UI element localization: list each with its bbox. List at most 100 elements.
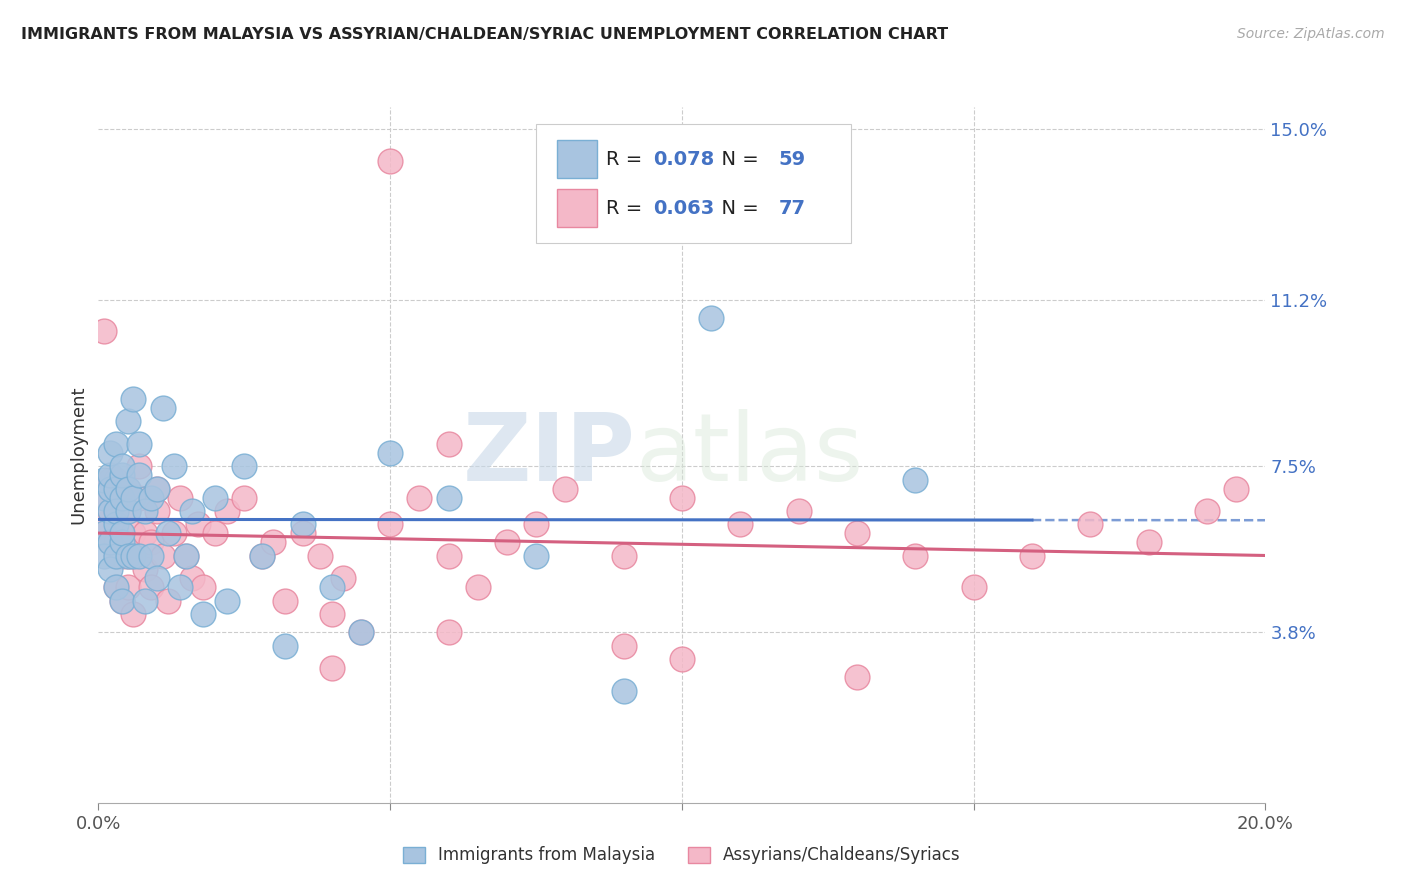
Point <box>122 491 145 505</box>
Point <box>215 594 238 608</box>
Point <box>111 526 134 541</box>
Text: ZIP: ZIP <box>463 409 636 501</box>
Point <box>437 436 460 450</box>
Point <box>111 491 134 505</box>
Point <box>111 459 134 474</box>
Point <box>139 580 162 594</box>
Point <box>98 535 121 549</box>
Point <box>846 526 869 541</box>
Text: R =: R = <box>606 150 648 169</box>
Text: R =: R = <box>606 199 648 218</box>
Point <box>98 562 121 576</box>
Point <box>1195 504 1218 518</box>
Point <box>250 549 273 563</box>
Point <box>104 549 127 563</box>
Point <box>612 683 634 698</box>
Point <box>139 491 162 505</box>
Point <box>128 549 150 563</box>
Point <box>904 473 927 487</box>
Point <box>122 549 145 563</box>
Point <box>98 535 121 549</box>
Point <box>93 526 115 541</box>
Point <box>321 607 343 622</box>
Point <box>904 549 927 563</box>
Point <box>117 482 139 496</box>
Point <box>128 549 150 563</box>
Point <box>104 473 127 487</box>
Point <box>117 482 139 496</box>
Point <box>233 491 256 505</box>
Point <box>612 549 634 563</box>
Point <box>139 535 162 549</box>
Point <box>122 392 145 406</box>
Point <box>524 549 547 563</box>
Point <box>98 504 121 518</box>
Point <box>104 504 127 518</box>
Point <box>111 594 134 608</box>
Point <box>204 526 226 541</box>
Text: 0.063: 0.063 <box>652 199 714 218</box>
Point <box>139 549 162 563</box>
Point <box>146 482 169 496</box>
Point <box>128 459 150 474</box>
Point <box>350 625 373 640</box>
Point <box>437 625 460 640</box>
FancyBboxPatch shape <box>557 140 596 178</box>
Point <box>111 491 134 505</box>
Point <box>111 526 134 541</box>
Point <box>437 549 460 563</box>
Point <box>128 468 150 483</box>
Point <box>152 401 174 415</box>
Point <box>437 491 460 505</box>
Point <box>309 549 332 563</box>
Point <box>1021 549 1043 563</box>
Point <box>233 459 256 474</box>
Text: IMMIGRANTS FROM MALAYSIA VS ASSYRIAN/CHALDEAN/SYRIAC UNEMPLOYMENT CORRELATION CH: IMMIGRANTS FROM MALAYSIA VS ASSYRIAN/CHA… <box>21 27 948 42</box>
Legend: Immigrants from Malaysia, Assyrians/Chaldeans/Syriacs: Immigrants from Malaysia, Assyrians/Chal… <box>396 839 967 871</box>
Point <box>98 468 121 483</box>
Point <box>332 571 354 585</box>
Point <box>193 580 215 594</box>
Point <box>128 491 150 505</box>
Point <box>157 594 180 608</box>
Point <box>98 482 121 496</box>
Point <box>1225 482 1247 496</box>
Point <box>787 504 810 518</box>
Point <box>291 526 314 541</box>
Point <box>204 491 226 505</box>
Point <box>122 526 145 541</box>
Text: 77: 77 <box>779 199 806 218</box>
Point <box>524 517 547 532</box>
Point <box>1137 535 1160 549</box>
Point <box>117 504 139 518</box>
Point <box>93 491 115 505</box>
Point <box>104 436 127 450</box>
Point <box>157 526 180 541</box>
Point <box>180 504 202 518</box>
FancyBboxPatch shape <box>557 189 596 227</box>
Point <box>291 517 314 532</box>
Point <box>104 504 127 518</box>
Y-axis label: Unemployment: Unemployment <box>69 385 87 524</box>
Point <box>408 491 430 505</box>
Point <box>671 491 693 505</box>
Point <box>122 607 145 622</box>
Point <box>111 535 134 549</box>
Point <box>93 549 115 563</box>
Point <box>104 580 127 594</box>
Point <box>169 580 191 594</box>
Point <box>1080 517 1102 532</box>
Point <box>128 436 150 450</box>
Point <box>98 482 121 496</box>
FancyBboxPatch shape <box>536 124 851 243</box>
Text: atlas: atlas <box>636 409 863 501</box>
Point <box>122 549 145 563</box>
Point <box>146 482 169 496</box>
Point <box>163 526 186 541</box>
Point <box>467 580 489 594</box>
Point <box>117 549 139 563</box>
Text: Source: ZipAtlas.com: Source: ZipAtlas.com <box>1237 27 1385 41</box>
Point <box>612 639 634 653</box>
Point <box>93 473 115 487</box>
Point <box>193 607 215 622</box>
